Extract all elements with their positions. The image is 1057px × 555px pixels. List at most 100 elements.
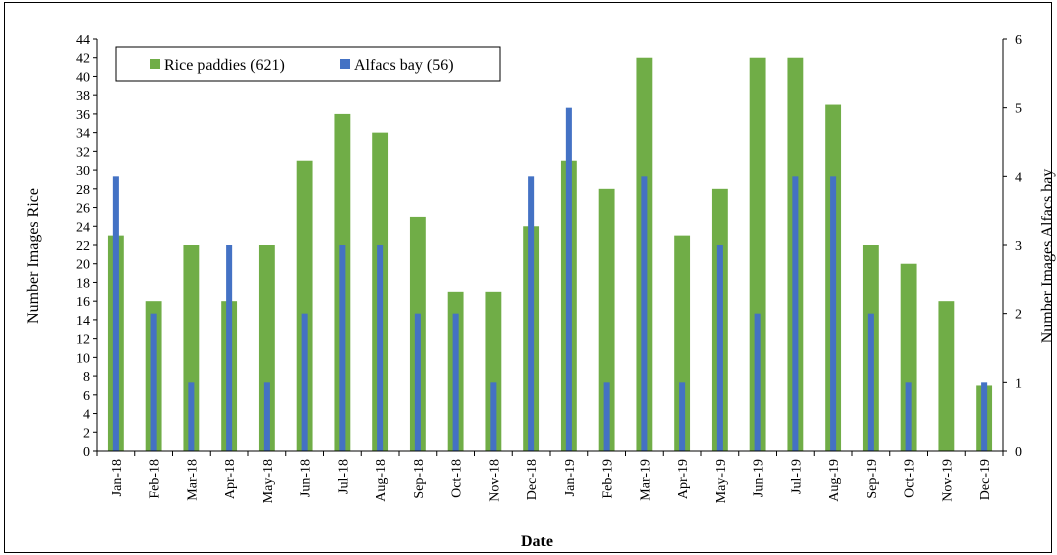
bar-bay-jul-18 <box>339 245 346 451</box>
legend-swatch-rice <box>150 59 160 69</box>
bar-rice-mar-18 <box>183 245 200 451</box>
x-tick-label: Jun-18 <box>299 459 314 497</box>
x-tick-label: Oct-18 <box>450 459 465 498</box>
x-tick-label: Aug-18 <box>374 459 389 502</box>
bar-bay-may-19 <box>716 245 723 451</box>
y-tick-label: 12 <box>76 333 90 348</box>
x-tick-label: May-19 <box>714 459 729 503</box>
bar-rice-jun-18 <box>296 160 313 451</box>
y-tick-label: 0 <box>83 445 90 460</box>
y2-tick-label: 6 <box>1015 33 1022 48</box>
x-tick-label: Nov-18 <box>487 459 502 502</box>
x-tick-label: Feb-18 <box>148 459 163 499</box>
x-tick-label: Sep-18 <box>412 459 427 499</box>
bar-bay-oct-18 <box>452 313 459 451</box>
y2-tick-label: 0 <box>1015 445 1022 460</box>
y-tick-label: 44 <box>76 33 90 48</box>
y-tick-label: 20 <box>76 258 90 273</box>
bar-bay-nov-18 <box>490 382 497 451</box>
x-tick-label: Mar-19 <box>638 459 653 501</box>
x-tick-label: Mar-18 <box>185 459 200 501</box>
bar-rice-nov-18 <box>485 291 502 451</box>
y-tick-label: 42 <box>76 52 90 67</box>
bar-rice-nov-19 <box>938 301 955 451</box>
x-tick-label: Aug-19 <box>827 459 842 502</box>
x-tick-label: Dec-18 <box>525 459 540 500</box>
bar-bay-dec-19 <box>981 382 988 451</box>
x-axis-ticks: Jan-18 Feb-18 Mar-18 Apr-18 May-18 Jun-18 Jul-… <box>96 451 1004 503</box>
bar-rice-oct-19 <box>900 263 917 451</box>
bar-bay-jun-19 <box>754 313 761 451</box>
legend-swatch-bay <box>340 59 350 69</box>
x-tick-label: Oct-19 <box>903 459 918 498</box>
y-tick-label: 36 <box>76 108 90 123</box>
y-tick-label: 18 <box>76 276 90 291</box>
bar-bay-feb-18 <box>150 313 157 451</box>
y-tick-label: 34 <box>76 127 90 142</box>
y2-tick-label: 2 <box>1015 308 1022 323</box>
bar-bay-aug-19 <box>830 176 837 452</box>
y-tick-label: 38 <box>76 89 90 104</box>
bar-bay-aug-18 <box>377 245 384 451</box>
rice-bars <box>107 57 993 452</box>
x-tick-label: Jul-18 <box>336 459 351 494</box>
y2-tick-label: 3 <box>1015 239 1022 254</box>
x-tick-label: Dec-19 <box>978 459 993 500</box>
bar-bay-sep-19 <box>867 313 874 451</box>
bar-bay-jun-18 <box>301 313 308 451</box>
bar-bay-jan-19 <box>565 107 572 452</box>
bar-bay-mar-18 <box>188 382 195 451</box>
y-tick-label: 8 <box>83 370 90 385</box>
y-tick-label: 32 <box>76 145 90 160</box>
bar-bay-oct-19 <box>905 382 912 451</box>
x-tick-label: Apr-18 <box>223 459 238 499</box>
y2-tick-label: 1 <box>1015 376 1022 391</box>
x-tick-label: Nov-19 <box>940 459 955 502</box>
y-tick-label: 14 <box>76 314 90 329</box>
x-tick-label: Jun-19 <box>752 459 767 497</box>
bar-rice-apr-19 <box>674 235 691 451</box>
x-tick-label: May-18 <box>261 459 276 503</box>
x-tick-label: Apr-19 <box>676 459 691 499</box>
x-tick-label: Jul-19 <box>789 459 804 494</box>
y-tick-label: 4 <box>83 408 90 423</box>
alfacs-bars <box>112 107 988 452</box>
y2-tick-label: 5 <box>1015 102 1022 117</box>
left-axis-ticks: 0246810121416182022242628303234363840424… <box>76 33 97 460</box>
bar-rice-jun-19 <box>749 57 766 452</box>
y-tick-label: 40 <box>76 70 90 85</box>
x-tick-label: Feb-19 <box>601 459 616 499</box>
y-tick-label: 24 <box>76 220 90 235</box>
bar-bay-jul-19 <box>792 176 799 452</box>
right-axis-ticks: 0 1 2 3 4 5 6 <box>1003 33 1022 460</box>
bar-bay-jan-18 <box>112 176 119 452</box>
y-tick-label: 26 <box>76 202 90 217</box>
legend: Rice paddies (621) Alfacs bay (56) <box>115 46 501 82</box>
legend-box <box>115 46 501 82</box>
y-axis-title: Number Images Rice <box>25 188 42 324</box>
y-tick-label: 16 <box>76 295 90 310</box>
legend-label-rice: Rice paddies (621) <box>164 57 285 74</box>
bar-bay-dec-18 <box>528 176 535 452</box>
bar-bay-apr-19 <box>679 382 686 451</box>
x-tick-label: Sep-19 <box>865 459 880 499</box>
y-tick-label: 28 <box>76 183 90 198</box>
bar-bay-sep-18 <box>414 313 421 451</box>
y2-axis-title: Number Images Alfacs bay <box>1039 169 1056 344</box>
bar-bay-mar-19 <box>641 176 648 452</box>
bar-rice-may-18 <box>258 245 275 451</box>
x-tick-label: Jan-18 <box>110 459 125 496</box>
x-tick-label: Jan-19 <box>563 459 578 496</box>
legend-label-bay: Alfacs bay (56) <box>354 57 454 74</box>
x-axis-title: Date <box>521 533 553 550</box>
bar-bay-apr-18 <box>226 245 233 451</box>
bar-bay-feb-19 <box>603 382 610 451</box>
y-tick-label: 2 <box>83 426 90 441</box>
y-tick-label: 22 <box>76 239 90 254</box>
y-tick-label: 6 <box>83 389 90 404</box>
bar-bay-may-18 <box>263 382 270 451</box>
y-tick-label: 10 <box>76 351 90 366</box>
y-tick-label: 30 <box>76 164 90 179</box>
bar-rice-feb-19 <box>598 188 615 451</box>
